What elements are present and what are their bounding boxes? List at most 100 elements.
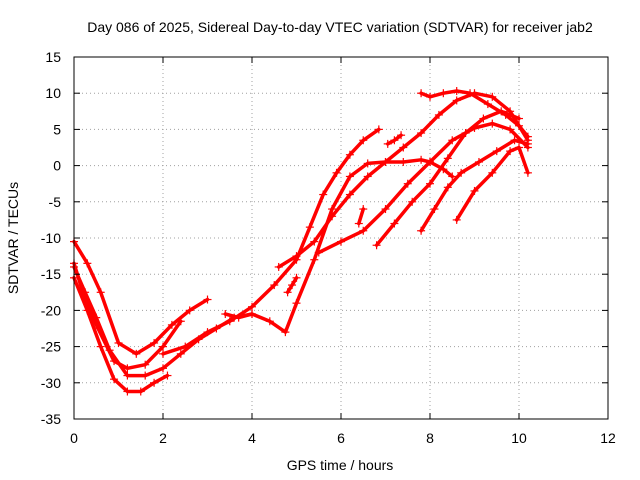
data-point	[203, 328, 212, 337]
data-point	[448, 136, 457, 145]
data-point	[492, 147, 501, 156]
chart-title: Day 086 of 2025, Sidereal Day-to-day VTE…	[87, 19, 593, 35]
data-series-14	[283, 273, 301, 297]
data-point	[270, 281, 279, 290]
data-point	[399, 157, 408, 166]
data-point	[337, 237, 345, 246]
data-point	[150, 378, 159, 387]
data-point	[105, 346, 114, 355]
data-point	[506, 125, 515, 134]
y-tick-label: -15	[41, 266, 61, 282]
data-point	[221, 310, 230, 319]
data-point	[310, 237, 319, 246]
data-point	[159, 364, 167, 373]
data-point	[159, 349, 167, 358]
data-point	[470, 186, 479, 195]
data-point	[417, 155, 426, 164]
y-tick-label: -10	[41, 230, 61, 246]
x-tick-label: 4	[248, 430, 256, 446]
data-point	[523, 139, 532, 148]
series-line	[454, 145, 530, 222]
y-tick-label: 0	[53, 158, 61, 174]
data-series-9	[417, 87, 532, 141]
data-point	[363, 172, 372, 181]
data-point	[225, 317, 234, 326]
data-series-8	[372, 107, 523, 250]
data-point	[466, 89, 475, 98]
data-point	[363, 159, 372, 168]
data-point	[332, 168, 341, 177]
data-point	[292, 252, 301, 261]
data-point	[292, 299, 301, 308]
data-point	[203, 295, 212, 304]
data-point	[163, 371, 172, 380]
data-point	[430, 205, 439, 214]
x-tick-label: 10	[511, 430, 527, 446]
data-point	[515, 143, 523, 152]
data-layer	[70, 87, 532, 396]
data-point	[314, 248, 323, 257]
data-point	[359, 226, 368, 235]
data-point	[417, 129, 426, 138]
data-point	[292, 273, 301, 282]
y-axis-label: SDTVAR / TECUs	[5, 182, 21, 294]
data-series-4	[70, 273, 172, 396]
y-tick-label: -30	[41, 375, 61, 391]
data-point	[381, 205, 390, 214]
data-point	[328, 205, 337, 214]
data-point	[501, 110, 510, 119]
data-point	[479, 114, 488, 123]
x-tick-label: 6	[337, 430, 345, 446]
data-series-11	[452, 143, 532, 224]
data-point	[328, 212, 337, 221]
data-point	[123, 371, 132, 380]
data-point	[426, 179, 434, 188]
data-series-12	[383, 131, 406, 148]
data-point	[110, 375, 119, 384]
data-point	[523, 132, 532, 141]
x-tick-label: 8	[426, 430, 434, 446]
data-point	[81, 288, 90, 297]
data-point	[399, 143, 408, 152]
data-point	[305, 223, 314, 232]
data-point	[523, 168, 532, 177]
data-point	[96, 288, 105, 297]
data-series-10	[417, 136, 532, 235]
data-point	[374, 125, 383, 134]
y-tick-label: -25	[41, 339, 61, 355]
data-point	[265, 317, 274, 326]
data-point	[515, 121, 523, 130]
y-tick-label: 10	[45, 85, 61, 101]
data-point	[176, 317, 185, 326]
data-point	[114, 338, 123, 347]
data-point	[141, 371, 150, 380]
data-point	[345, 150, 354, 159]
data-point	[408, 197, 417, 206]
data-point	[359, 136, 368, 145]
data-point	[417, 89, 426, 98]
data-point	[434, 110, 443, 119]
data-point	[159, 342, 167, 351]
data-point	[510, 136, 519, 145]
data-point	[483, 100, 492, 109]
y-tick-label: 15	[45, 49, 61, 65]
data-point	[167, 320, 176, 329]
data-point	[274, 262, 283, 271]
data-point	[123, 387, 132, 396]
data-point	[452, 87, 461, 96]
data-point	[319, 190, 328, 199]
data-point	[403, 179, 412, 188]
data-point	[234, 313, 243, 322]
data-point	[372, 241, 381, 250]
data-point	[448, 172, 457, 181]
series-line	[72, 276, 170, 394]
data-series-7	[314, 119, 532, 257]
data-point	[488, 92, 497, 101]
y-tick-label: 5	[53, 121, 61, 137]
data-point	[310, 255, 319, 264]
data-point	[515, 114, 523, 123]
data-point	[83, 306, 92, 315]
data-point	[390, 136, 399, 145]
tick-layer: 0 2 4 6 8 10 12 -35 -30 -25 -20 -15 -10 -5 0 5 10 15	[41, 49, 616, 446]
